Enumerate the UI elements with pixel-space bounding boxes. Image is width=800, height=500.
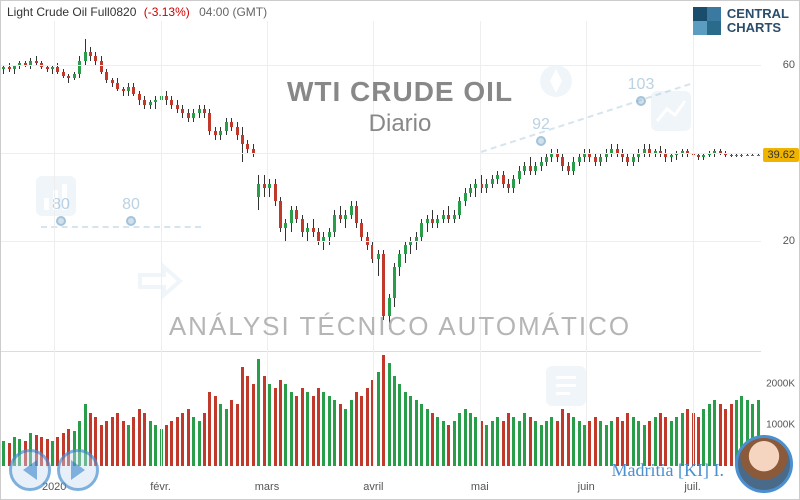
volume-pane[interactable]	[1, 351, 761, 466]
brand-logo[interactable]: CENTRALCHARTS	[693, 7, 789, 36]
price-yaxis: 204060	[759, 21, 799, 351]
timestamp: 04:00 (GMT)	[199, 5, 267, 19]
logo-text: CENTRALCHARTS	[727, 7, 789, 36]
last-price-flag: 39.62	[763, 148, 799, 162]
price-change: (-3.13%)	[144, 5, 190, 19]
author-signature: Madritia [KI] I.	[612, 460, 724, 481]
chart-container: Light Crude Oil Full0820 (-3.13%) 04:00 …	[0, 0, 800, 500]
time-xaxis: 2020févr.marsavrilmaijuinjuil.	[1, 481, 761, 497]
nav-prev-button[interactable]	[9, 449, 51, 491]
logo-icon	[693, 7, 721, 35]
price-pane[interactable]	[1, 21, 761, 351]
nav-next-button[interactable]	[57, 449, 99, 491]
chart-header: Light Crude Oil Full0820 (-3.13%) 04:00 …	[7, 5, 267, 19]
author-avatar[interactable]	[735, 435, 793, 493]
instrument-name: Light Crude Oil Full0820	[7, 5, 136, 19]
